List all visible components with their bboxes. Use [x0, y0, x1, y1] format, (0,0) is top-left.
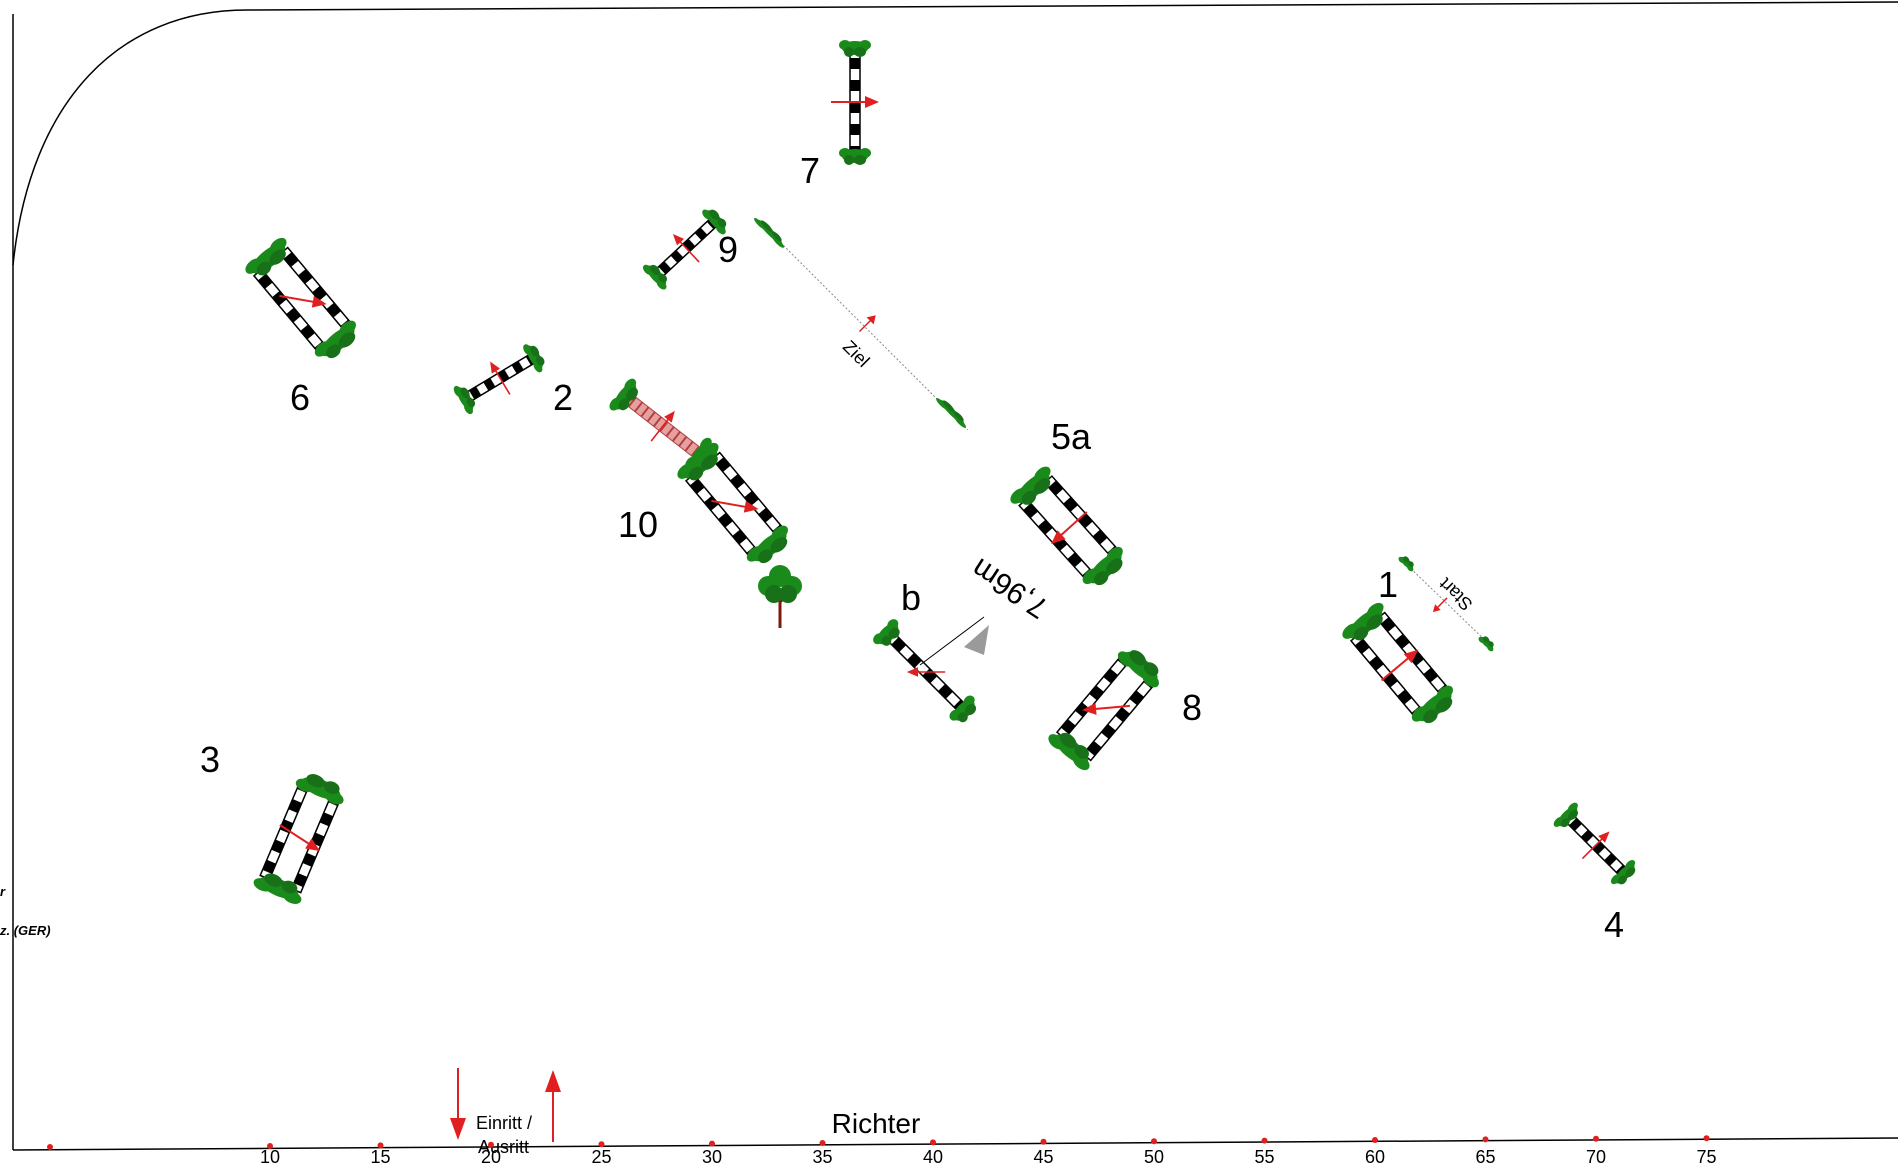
scale-tick-mark: [930, 1139, 936, 1146]
obstacle-9-number: 9: [718, 229, 738, 270]
obstacle-1-number: 1: [1378, 564, 1398, 605]
scale-tick-label: 40: [923, 1147, 943, 1167]
obstacle-7: [830, 40, 880, 165]
obstacle-2: [450, 337, 550, 418]
start-label: Start: [1435, 574, 1476, 615]
scale-tick-label: 25: [591, 1147, 611, 1167]
tree-icon: [758, 565, 802, 628]
scale-tick-mark: [598, 1141, 605, 1148]
scale-tick-mark: [1482, 1136, 1489, 1143]
scale-tick-mark: [267, 1143, 273, 1149]
scale-tick-label: 50: [1144, 1147, 1164, 1167]
scale-tick-label: 55: [1254, 1147, 1274, 1167]
entry-arrow-icon: [450, 1068, 466, 1140]
scale-tick-label: 35: [812, 1147, 832, 1167]
obstacle-4-number: 4: [1604, 904, 1624, 945]
obstacle-10: [607, 376, 796, 571]
scale-tick-label: 65: [1475, 1147, 1495, 1167]
obstacle-6: [243, 235, 365, 366]
scale-tick-mark: [1703, 1135, 1710, 1142]
obstacle-1: [1340, 600, 1462, 731]
scale-tick-label: 20: [481, 1147, 501, 1167]
obstacle-5b-number: b: [901, 577, 921, 618]
entry-exit: Einritt / Ausritt: [450, 1068, 561, 1157]
obstacle-3: [252, 768, 349, 906]
scale-tick-label: 45: [1033, 1147, 1053, 1167]
scale-tick-mark: [377, 1142, 384, 1149]
scale-tick-label: 30: [702, 1147, 722, 1167]
side-text-1: r: [0, 884, 6, 899]
obstacle-5a-number: 5a: [1051, 416, 1092, 457]
finish-label: Ziel: [839, 336, 874, 371]
scale-tick-label: 75: [1696, 1147, 1716, 1167]
obstacle-3-number: 3: [200, 739, 220, 780]
scale-tick-mark: [1151, 1138, 1157, 1145]
exit-arrow-icon: [545, 1070, 561, 1142]
obstacle-4: [1550, 799, 1643, 892]
scale-tick-label: 70: [1586, 1147, 1606, 1167]
obstacle-8-number: 8: [1182, 687, 1202, 728]
obstacle-10-number: 10: [618, 504, 658, 545]
obstacle-8: [1046, 642, 1168, 773]
entry-label-line1: Einritt /: [476, 1113, 532, 1133]
finish-line: Ziel: [752, 214, 970, 431]
obstacle-2-number: 2: [553, 377, 573, 418]
scale-tick-label: 60: [1365, 1147, 1385, 1167]
distance-marker: 7,96m: [919, 551, 1054, 666]
scale-tick-mark: [709, 1140, 715, 1147]
scale: 10 15 20 25 30 35 40 45 50 55 60 65 70 75: [47, 1135, 1717, 1167]
start-line: Start: [1397, 553, 1498, 653]
scale-tick-mark: [1261, 1137, 1268, 1144]
obstacle-6-number: 6: [290, 377, 310, 418]
obstacle-7-number: 7: [800, 150, 820, 191]
arena-outline: [12, 1, 1899, 1151]
scale-tick-label: 15: [370, 1147, 390, 1167]
scale-tick-mark: [1372, 1137, 1378, 1143]
obstacle-5a: [1007, 464, 1131, 594]
scale-tick-mark: [488, 1141, 494, 1148]
obstacle-5b: [870, 616, 982, 728]
scale-tick-mark: [1040, 1138, 1047, 1145]
distance-label: 7,96m: [966, 551, 1054, 624]
judge-label: Richter: [832, 1108, 921, 1139]
scale-tick-mark: [819, 1140, 826, 1146]
side-text-2: z. (GER): [0, 923, 51, 938]
scale-tick-mark: [1593, 1135, 1599, 1142]
scale-tick-label: 10: [260, 1147, 280, 1167]
